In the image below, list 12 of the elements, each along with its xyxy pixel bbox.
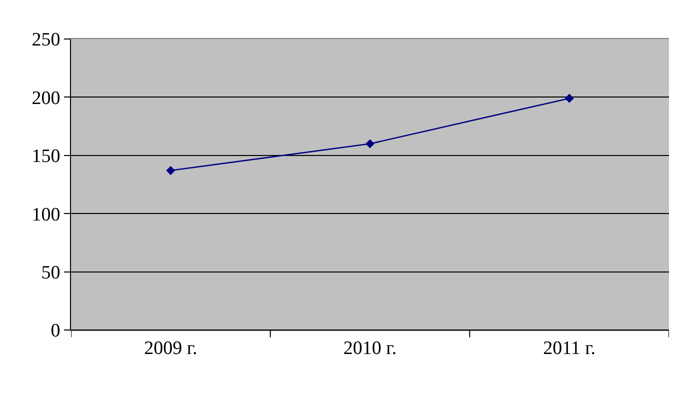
y-tick-label: 100 (32, 204, 60, 226)
x-tick-label: 2011 г. (543, 338, 596, 359)
y-tick-label: 150 (32, 146, 60, 168)
x-tick-label: 2010 г. (343, 338, 397, 359)
y-tick-label: 50 (41, 262, 60, 284)
x-tick-label: 2009 г. (144, 338, 198, 359)
point (166, 166, 176, 176)
y-tick-label: 250 (32, 30, 60, 51)
point (365, 139, 375, 148)
y-tick-label: 0 (50, 320, 60, 342)
point (564, 94, 574, 103)
y-tick-label: 200 (32, 88, 60, 109)
